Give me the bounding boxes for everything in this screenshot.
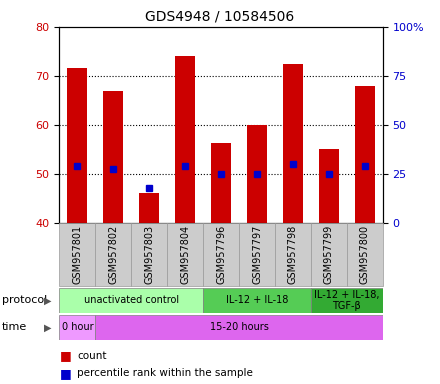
Bar [203,223,239,286]
Bar [59,315,95,340]
Text: protocol: protocol [2,295,48,306]
Bar [347,223,383,286]
Text: time: time [2,322,27,333]
Text: GSM957798: GSM957798 [288,225,298,284]
Bar [131,223,167,286]
Text: ■: ■ [59,349,71,362]
Text: percentile rank within the sample: percentile rank within the sample [77,368,253,378]
Text: GSM957804: GSM957804 [180,225,190,284]
Bar [203,288,311,313]
Bar [319,149,339,223]
Text: GDS4948 / 10584506: GDS4948 / 10584506 [145,10,295,23]
Bar [275,223,311,286]
Text: IL-12 + IL-18,
TGF-β: IL-12 + IL-18, TGF-β [314,290,380,311]
Text: unactivated control: unactivated control [84,295,179,306]
Text: 15-20 hours: 15-20 hours [209,322,268,333]
Text: GSM957801: GSM957801 [72,225,82,284]
Bar [167,223,203,286]
Bar [175,56,195,223]
Text: 0 hour: 0 hour [62,322,93,333]
Bar [311,223,347,286]
Text: GSM957802: GSM957802 [108,225,118,284]
Text: GSM957803: GSM957803 [144,225,154,284]
Bar [283,64,303,223]
Bar [95,223,131,286]
Text: ▶: ▶ [44,295,52,306]
Text: GSM957799: GSM957799 [324,225,334,284]
Bar [59,223,95,286]
Bar [59,288,203,313]
Text: GSM957796: GSM957796 [216,225,226,284]
Text: GSM957800: GSM957800 [360,225,370,284]
Text: GSM957797: GSM957797 [252,225,262,284]
Bar [239,223,275,286]
Bar [247,125,267,223]
Bar [311,288,383,313]
Text: ▶: ▶ [44,322,52,333]
Bar [355,86,375,223]
Bar [103,91,123,223]
Bar [95,315,383,340]
Text: count: count [77,351,106,361]
Bar [139,193,159,223]
Text: IL-12 + IL-18: IL-12 + IL-18 [226,295,288,306]
Bar [211,143,231,223]
Text: ■: ■ [59,367,71,380]
Bar [67,68,87,223]
